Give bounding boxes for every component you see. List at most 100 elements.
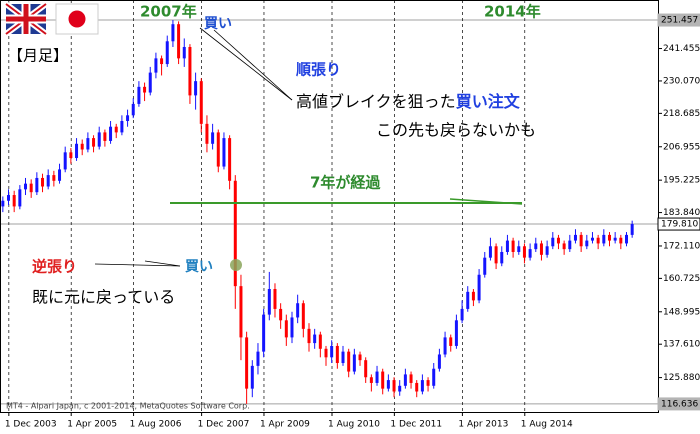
candle-body	[460, 308, 464, 321]
candle-body	[58, 169, 62, 181]
candle-body	[131, 103, 135, 116]
candle-body	[256, 351, 260, 366]
candle-body	[324, 348, 328, 358]
candle-body	[437, 354, 441, 369]
candle-body	[522, 246, 526, 258]
annotation: この先も戻らないかも	[376, 121, 536, 140]
candle-body	[528, 249, 532, 258]
candle-body	[177, 24, 181, 59]
candle-body	[188, 46, 192, 96]
candle-body	[182, 46, 186, 59]
candle-body	[12, 195, 16, 207]
candle-body	[477, 274, 481, 301]
candle-body	[539, 243, 543, 255]
candle-body	[1, 200, 5, 207]
annotation: 高値ブレイクを狙った	[296, 92, 456, 111]
japan-flag	[55, 3, 99, 35]
annotation: 2007年	[140, 3, 197, 21]
y-tick-label: 160.725	[663, 274, 700, 284]
candle-body	[63, 152, 67, 170]
x-tick-label: 1 Dec 2011	[390, 420, 442, 430]
candle-body	[92, 138, 96, 147]
candle-body	[290, 317, 294, 338]
candle-body	[86, 138, 90, 150]
candle-body	[267, 288, 271, 315]
candle-body	[165, 41, 169, 65]
candle-body	[347, 351, 351, 372]
axis-layer: 241.455 230.070 218.685 206.955 195.225 183.8…	[5, 13, 700, 430]
candle-body	[426, 380, 430, 386]
candle-body	[590, 237, 594, 241]
annotation: 逆張り	[32, 258, 77, 276]
candle-body	[443, 337, 447, 355]
candle-body	[7, 195, 11, 201]
candle-body	[18, 189, 22, 207]
candle-body	[364, 360, 368, 378]
candle-body	[607, 234, 611, 241]
candle-body	[386, 380, 390, 389]
annotation: 買い	[185, 259, 213, 275]
candle-body	[579, 234, 583, 247]
candle-body	[284, 320, 288, 338]
candle-body	[415, 382, 419, 392]
candle-body	[573, 234, 577, 241]
candle-body	[613, 237, 617, 241]
pointer-line	[94, 263, 181, 267]
candle-body	[296, 303, 300, 318]
candle-body	[551, 237, 555, 247]
candle-body	[494, 246, 498, 264]
candle-body	[330, 345, 334, 358]
candle-body	[199, 81, 203, 124]
candle-body	[409, 374, 413, 383]
candle-body	[488, 246, 492, 258]
candle-body	[392, 380, 396, 392]
candle-body	[375, 371, 379, 383]
candle-body	[211, 132, 215, 144]
annotation: 買い注文	[456, 92, 521, 111]
grid-layer	[0, 0, 658, 412]
candle-body	[279, 308, 283, 321]
x-tick-label: 1 Apr 2005	[67, 420, 117, 430]
candle-body	[24, 183, 28, 190]
candle-body	[262, 314, 266, 352]
x-tick-label: 1 Aug 2006	[130, 420, 182, 430]
elapsed-line	[449, 198, 523, 205]
candle-body	[483, 257, 487, 275]
price-label: 116.636	[661, 399, 698, 409]
candle-body	[80, 143, 84, 150]
price-label-box	[657, 13, 700, 27]
candle-body	[222, 138, 226, 167]
y-tick-label: 183.840	[663, 208, 700, 218]
candle-body	[511, 240, 515, 252]
candle-body	[562, 243, 566, 250]
x-tick-label: 1 Aug 2014	[521, 420, 573, 430]
candle-body	[75, 143, 79, 159]
candle-body	[239, 286, 243, 338]
candle-body	[500, 251, 504, 264]
y-tick-label: 125.880	[663, 373, 700, 383]
x-tick-label: 1 Apr 2009	[260, 420, 310, 430]
x-tick-label: 1 Aug 2010	[328, 420, 380, 430]
annotation: 買い	[204, 16, 232, 32]
candle-body	[233, 180, 237, 287]
candle-body	[301, 303, 305, 329]
candle-body	[148, 72, 152, 93]
uk-flag	[4, 1, 48, 37]
y-tick-label: 218.685	[663, 109, 700, 119]
candle-body	[335, 345, 339, 364]
candle-body	[602, 234, 606, 244]
annotation: 【月足】	[8, 47, 68, 65]
candle-body	[596, 237, 600, 244]
plot-frame	[0, 0, 659, 413]
candle-body	[545, 246, 549, 255]
pointer-line	[213, 29, 293, 101]
y-tick-label: 137.610	[663, 340, 700, 350]
x-tick-label: 1 Dec 2003	[5, 420, 57, 430]
price-label-box	[657, 397, 700, 411]
candle-body	[534, 243, 538, 250]
candle-body	[143, 86, 147, 93]
x-tick-label: 1 Apr 2013	[458, 420, 508, 430]
annotation: 2014年	[484, 3, 541, 21]
candle-body	[194, 81, 198, 96]
